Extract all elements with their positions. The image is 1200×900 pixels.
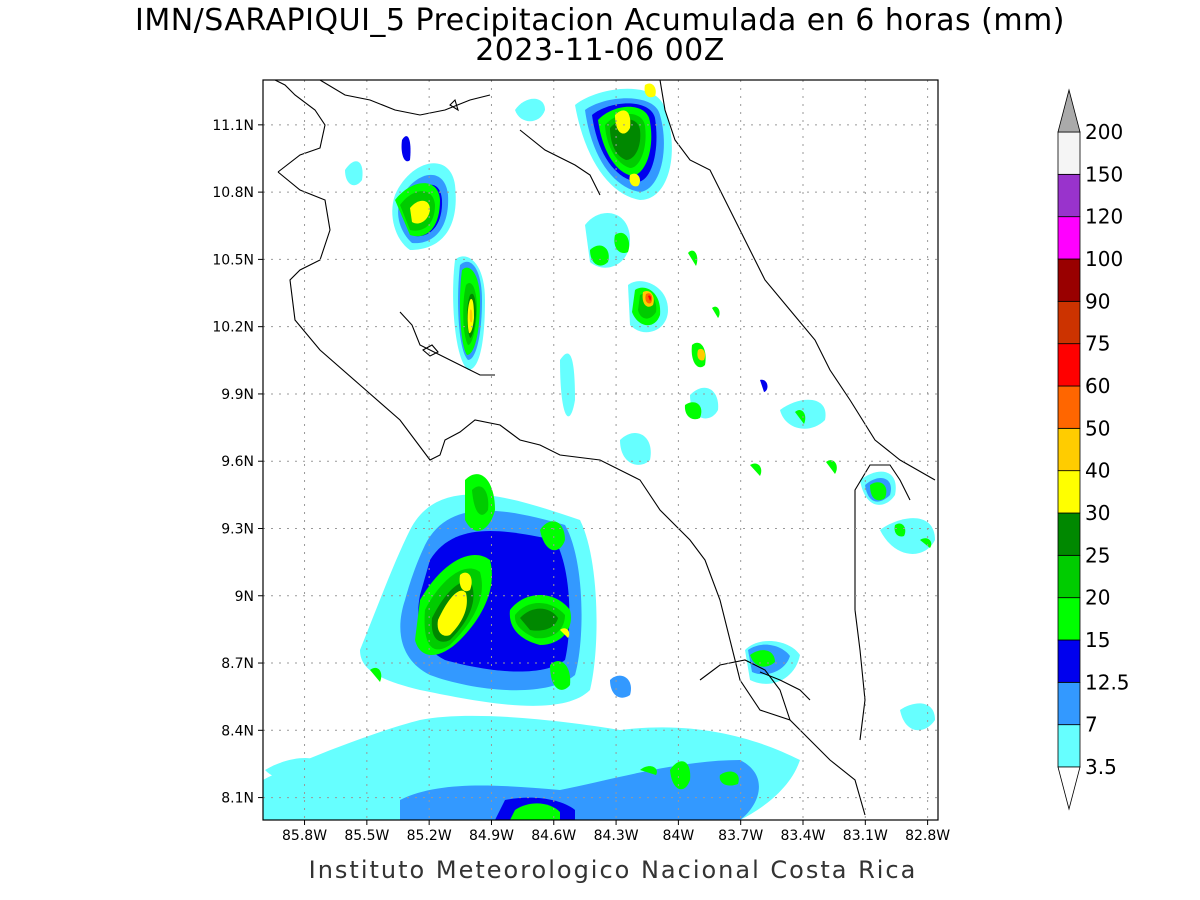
x-tick-label: 85.2W bbox=[407, 828, 452, 844]
x-tick-label: 84.6W bbox=[531, 828, 576, 844]
x-tick-label: 85.5W bbox=[344, 828, 389, 844]
colorbar-swatch bbox=[1057, 343, 1081, 387]
colorbar-level-label: 200 bbox=[1085, 120, 1123, 144]
colorbar-min-arrow bbox=[1057, 766, 1081, 811]
x-tick-label: 82.8W bbox=[905, 828, 950, 844]
gridlines bbox=[263, 80, 938, 820]
footer-credit: Instituto Meteorologico Nacional Costa R… bbox=[308, 856, 918, 884]
colorbar-level-label: 12.5 bbox=[1085, 670, 1130, 694]
x-tick-label: 83.7W bbox=[718, 828, 763, 844]
colorbar-swatch bbox=[1057, 597, 1081, 641]
y-tick-label: 9.6N bbox=[221, 454, 254, 470]
coastlines bbox=[274, 80, 936, 816]
x-tick-label: 84.3W bbox=[594, 828, 639, 844]
colorbar-swatch bbox=[1057, 554, 1081, 599]
y-tick-label: 8.1N bbox=[221, 791, 254, 807]
plot-background bbox=[263, 80, 938, 820]
colorbar-level-label: 60 bbox=[1085, 374, 1110, 398]
colorbar-level-label: 7 bbox=[1085, 713, 1098, 737]
colorbar-level-label: 30 bbox=[1085, 501, 1110, 525]
colorbar-level-label: 75 bbox=[1085, 332, 1110, 356]
colorbar-swatch bbox=[1057, 173, 1081, 218]
colorbar-level-label: 3.5 bbox=[1085, 755, 1117, 779]
colorbar-level-label: 25 bbox=[1085, 543, 1110, 567]
latitude-axis: 11.1N 10.8N 10.5N 10.2N 9.9N 9.6N 9.3N 9N 8.7N 8.… bbox=[212, 118, 263, 807]
y-tick-label: 8.7N bbox=[221, 656, 254, 672]
colorbar-max-arrow bbox=[1057, 88, 1081, 133]
colorbar-level-label: 20 bbox=[1085, 586, 1110, 610]
y-tick-label: 9.3N bbox=[221, 521, 254, 537]
plot-frame bbox=[262, 79, 939, 821]
colorbar-level-label: 100 bbox=[1085, 247, 1123, 271]
colorbar-swatch bbox=[1057, 470, 1081, 514]
map-subtitle-date: 2023-11-06 00Z bbox=[475, 33, 725, 68]
colorbar-swatch bbox=[1057, 216, 1081, 260]
colorbar-swatch bbox=[1057, 131, 1081, 175]
x-tick-label: 83.1W bbox=[843, 828, 888, 844]
map-title: IMN/SARAPIQUI_5 Precipitacion Acumulada … bbox=[135, 3, 1065, 38]
colorbar-swatch bbox=[1057, 681, 1081, 726]
y-tick-label: 10.2N bbox=[212, 320, 254, 336]
colorbar-level-label: 15 bbox=[1085, 628, 1110, 652]
x-tick-label: 84W bbox=[663, 828, 695, 844]
precip-50mm bbox=[645, 293, 653, 304]
colorbar-level-label: 50 bbox=[1085, 416, 1110, 440]
colorbar-swatch bbox=[1057, 300, 1081, 345]
colorbar-legend: 3.5 7 12.5 15 20 25 30 40 50 60 75 90 100 120 150 200 bbox=[1057, 88, 1130, 811]
y-tick-label: 9N bbox=[235, 589, 254, 605]
colorbar-level-label: 120 bbox=[1085, 205, 1123, 229]
x-tick-label: 85.8W bbox=[282, 828, 327, 844]
longitude-axis: 85.8W 85.5W 85.2W 84.9W 84.6W 84.3W 84W 83.7W 83… bbox=[282, 820, 950, 844]
colorbar-swatch bbox=[1057, 724, 1081, 768]
colorbar-swatch bbox=[1057, 385, 1081, 429]
y-tick-label: 8.4N bbox=[221, 723, 254, 739]
precip-fields bbox=[263, 83, 935, 820]
x-tick-label: 83.4W bbox=[780, 828, 825, 844]
colorbar-swatch bbox=[1057, 427, 1081, 472]
colorbar-level-label: 40 bbox=[1085, 459, 1110, 483]
colorbar-swatch bbox=[1057, 258, 1081, 302]
y-tick-label: 10.5N bbox=[212, 252, 254, 268]
map-plot-area: 85.8W 85.5W 85.2W 84.9W 84.6W 84.3W 84W 83.7W 83… bbox=[212, 79, 950, 844]
colorbar-level-label: 90 bbox=[1085, 289, 1110, 313]
colorbar-swatch bbox=[1057, 639, 1081, 683]
y-tick-label: 9.9N bbox=[221, 387, 254, 403]
precip-60mm bbox=[648, 295, 652, 301]
y-tick-label: 10.8N bbox=[212, 185, 254, 201]
colorbar-level-label: 150 bbox=[1085, 162, 1123, 186]
colorbar-swatch bbox=[1057, 512, 1081, 556]
y-tick-label: 11.1N bbox=[212, 118, 254, 134]
x-tick-label: 84.9W bbox=[469, 828, 514, 844]
